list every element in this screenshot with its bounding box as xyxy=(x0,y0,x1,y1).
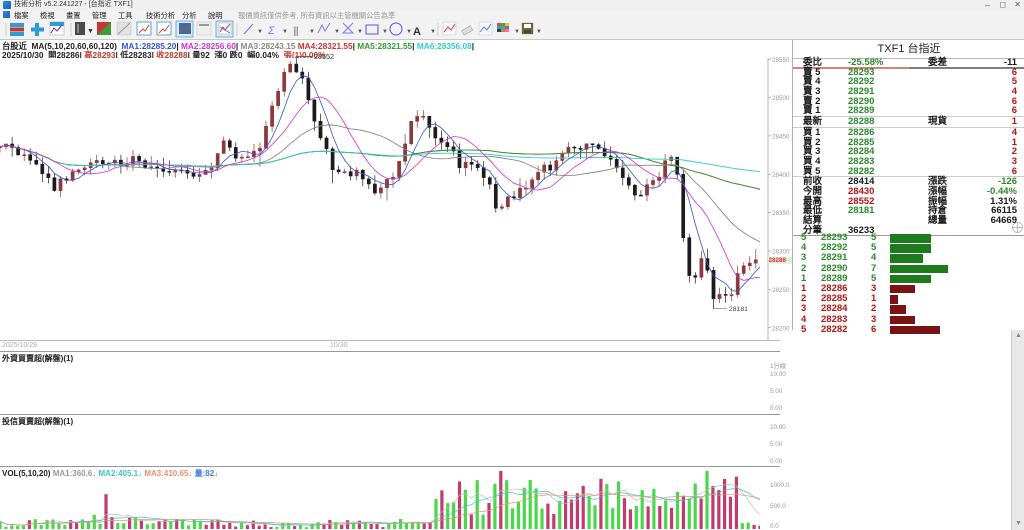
svg-text:▼: ▼ xyxy=(282,29,288,35)
svg-text:28300: 28300 xyxy=(772,249,790,256)
svg-text:|||: ||| xyxy=(293,26,298,37)
svg-text:28450: 28450 xyxy=(772,134,790,141)
svg-text:28250: 28250 xyxy=(772,287,790,294)
svg-text:▼: ▼ xyxy=(87,28,94,35)
svg-text:▼: ▼ xyxy=(334,29,340,35)
svg-text:▼: ▼ xyxy=(430,29,436,35)
svg-text:Σ: Σ xyxy=(267,25,275,37)
svg-text:▼: ▼ xyxy=(357,29,363,35)
svg-text:▼: ▼ xyxy=(514,29,520,35)
svg-text:28550: 28550 xyxy=(772,57,790,64)
svg-text:▼: ▼ xyxy=(536,29,542,35)
svg-text:A: A xyxy=(413,26,421,38)
svg-text:28350: 28350 xyxy=(772,210,790,217)
svg-text:28200: 28200 xyxy=(772,325,790,332)
svg-text:▼: ▼ xyxy=(406,29,412,35)
svg-text:▼: ▼ xyxy=(257,29,263,35)
svg-text:▼: ▼ xyxy=(382,29,388,35)
svg-text:28288: 28288 xyxy=(769,257,787,264)
svg-text:▼: ▼ xyxy=(309,29,315,35)
svg-text:28400: 28400 xyxy=(772,172,790,179)
svg-text:28500: 28500 xyxy=(772,95,790,102)
